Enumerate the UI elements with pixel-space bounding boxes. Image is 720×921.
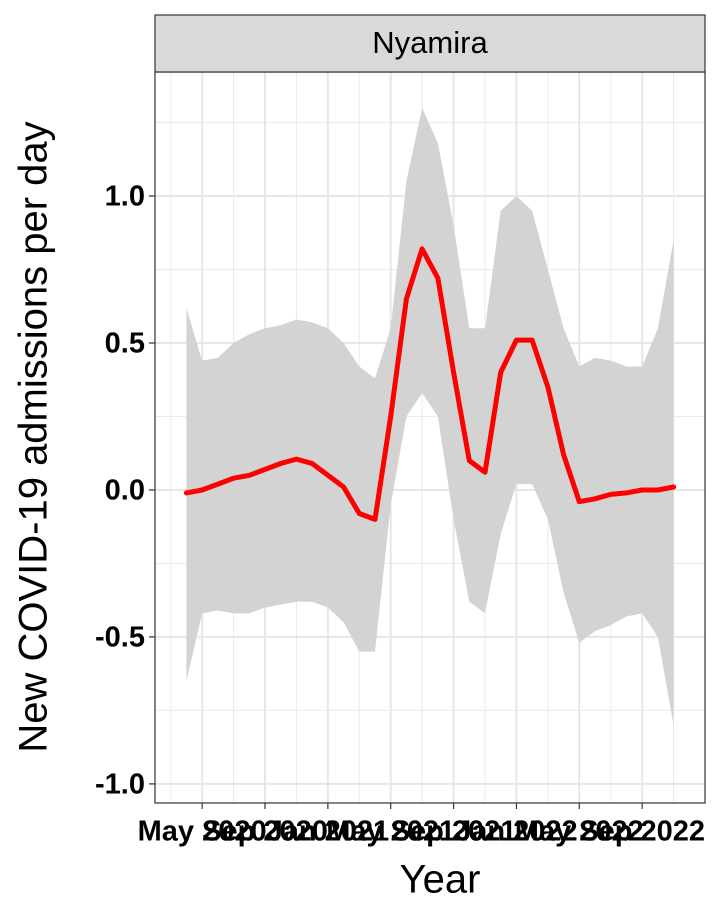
x-tick-label: May 2022: [515, 816, 644, 848]
y-tick-label: 0.5: [105, 328, 145, 360]
x-tick-label: May 2021: [326, 816, 455, 848]
y-tick-label: 1.0: [105, 181, 145, 213]
x-tick-label: Jan 2021: [267, 816, 390, 848]
facet-label: Nyamira: [372, 25, 488, 60]
x-tick-label: Jan 2022: [455, 816, 578, 848]
marks: [183, 107, 677, 726]
trend-line: [183, 246, 677, 522]
x-axis-title: Year: [400, 858, 481, 902]
confidence-band: [186, 107, 674, 726]
x-tick-label: May 2020: [138, 816, 267, 848]
x-tick-label: Sep 2021: [391, 816, 517, 848]
y-tick-label: 0.0: [105, 475, 145, 507]
x-tick-label: Sep 2020: [202, 816, 328, 848]
x-tick-label: Sep 2022: [579, 816, 705, 848]
y-axis-title: New COVID-19 admissions per day: [12, 121, 56, 752]
y-tick-label: -1.0: [95, 769, 145, 801]
facet-strip: [154, 14, 706, 73]
y-tick-label: -0.5: [95, 622, 145, 654]
